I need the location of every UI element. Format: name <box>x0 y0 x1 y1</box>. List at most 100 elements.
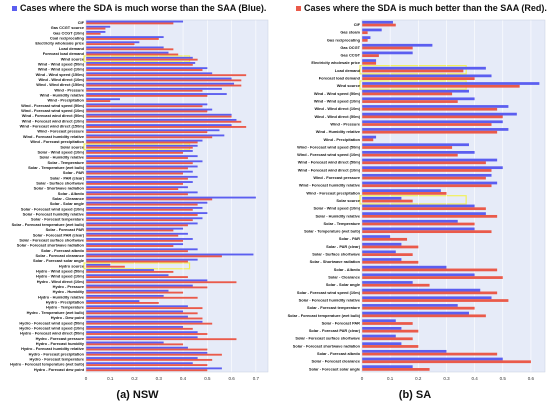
category-label: Wind - Wind direct (10m) <box>314 106 360 111</box>
bar-red <box>86 265 125 268</box>
bar-red <box>362 260 419 264</box>
bar-red <box>86 245 174 247</box>
bar-red <box>86 188 179 190</box>
bar-red <box>362 115 503 119</box>
bar-red <box>86 198 213 201</box>
category-label: Wind - Wind speed (10m) <box>38 67 85 72</box>
bar-blue <box>86 165 198 168</box>
bar-red <box>86 120 242 123</box>
bar-red <box>362 207 486 211</box>
bar-blue <box>362 28 382 32</box>
bar-red <box>362 192 447 195</box>
plot-frame <box>85 19 269 373</box>
x-tick-label: 0.1 <box>107 376 114 381</box>
bar-red <box>86 157 188 159</box>
bar-red <box>362 368 430 371</box>
bar-red <box>86 84 242 87</box>
category-label: Solar - PAR (clear) <box>50 175 85 180</box>
category-label: Gas steam <box>340 30 360 35</box>
bar-blue <box>86 191 198 194</box>
bar-red <box>86 224 188 227</box>
bar-blue <box>362 196 402 200</box>
bar-red <box>86 317 203 320</box>
category-label: Wind - Forecast precipitation <box>306 190 360 195</box>
x-tick-label: 0.2 <box>415 376 422 381</box>
bar-blue <box>86 181 193 183</box>
bar-blue <box>86 87 222 90</box>
bar-blue <box>86 320 203 323</box>
category-label: Hydro - Wind direct (10m) <box>37 279 85 284</box>
bar-red <box>86 219 193 222</box>
category-label: Wind - Forecast humidity relative <box>299 183 361 188</box>
bar-blue <box>86 98 120 101</box>
bar-blue <box>86 346 188 349</box>
bar-blue <box>86 253 254 256</box>
bar-red <box>362 138 374 142</box>
bar-red <box>86 131 208 134</box>
category-label: Solar - Albedo <box>334 267 361 272</box>
bar-blue <box>86 258 198 261</box>
bar-blue <box>362 97 475 101</box>
bar-red <box>86 270 174 273</box>
category-label: Wind - Pressure <box>54 87 84 92</box>
bar-blue <box>86 315 188 318</box>
category-label: Wind - Forecast pressure <box>37 129 85 134</box>
category-label: Wind - Forecast pressure <box>313 175 361 180</box>
bar-red <box>86 296 198 299</box>
bar-blue <box>86 206 203 209</box>
category-label: Solar - Temperature <box>48 160 85 165</box>
x-tick-label: 0.6 <box>228 376 235 381</box>
bar-blue <box>362 36 371 39</box>
bar-blue <box>86 351 208 354</box>
category-label: Load demand <box>335 68 361 73</box>
bar-red <box>362 84 520 88</box>
bar-blue <box>362 204 475 208</box>
category-label: Hydro - Pressure <box>53 284 85 289</box>
bar-red <box>362 92 453 96</box>
category-label: Solar - Forecast solar angle <box>309 366 361 371</box>
bar-blue <box>362 250 396 254</box>
category-label: Solar - Temperature (wet bulb) <box>28 165 85 170</box>
bar-red <box>362 54 379 58</box>
bar-blue <box>362 349 447 353</box>
category-label: Solar - Humidity relative <box>315 213 360 218</box>
bar-blue <box>86 144 198 147</box>
bar-blue <box>86 341 164 344</box>
bar-red <box>86 203 198 206</box>
bar-red <box>86 353 222 356</box>
bar-red <box>86 63 193 66</box>
category-label: Wind - Forecast wind direct (10m) <box>22 118 85 123</box>
bar-blue <box>362 89 469 93</box>
category-label: Wind - Wind speed (50m) <box>314 91 361 96</box>
bar-blue <box>362 327 402 330</box>
bar-blue <box>86 56 193 59</box>
bar-red <box>86 167 188 170</box>
bar-blue <box>86 331 198 334</box>
category-label: Hydro - Precipitation <box>46 300 85 305</box>
bar-blue <box>86 51 169 54</box>
category-label: Hydro - Forecast temperature (wet bulb) <box>10 362 85 367</box>
category-label: Solar - Forecast surface shortwave <box>19 237 84 242</box>
bar-red <box>362 345 419 348</box>
legend-item-blue: Cases where the SDA is much worse than t… <box>12 2 266 14</box>
x-tick-label: 0.5 <box>204 376 211 381</box>
category-label: Hydro - Forecast precipitation <box>29 351 85 356</box>
x-tick-label: 0.6 <box>528 376 535 381</box>
bar-blue <box>362 51 413 55</box>
x-tick-label: 0 <box>85 376 88 381</box>
bar-red <box>86 229 174 232</box>
category-label: Solar - Humidity relative <box>39 155 84 160</box>
legend-item-red: Cases where the SDA is much better than … <box>296 2 547 14</box>
bar-red <box>362 130 498 134</box>
category-label: Wind - Humidity relative <box>40 93 85 98</box>
category-label: Hydro - Humidity <box>53 289 85 294</box>
highlight-box <box>359 65 467 75</box>
bar-blue <box>86 72 213 75</box>
bar-blue <box>86 108 213 111</box>
category-label: Wind source <box>337 83 361 88</box>
category-label: Solar - Forecast temperature <box>307 305 361 310</box>
category-label: Solar - Forecast albedo <box>317 351 361 356</box>
category-label: Solar - PAR (clear) <box>326 244 361 249</box>
category-label: Wind - Wind direct (50m) <box>314 114 360 119</box>
bar-blue <box>86 139 203 142</box>
